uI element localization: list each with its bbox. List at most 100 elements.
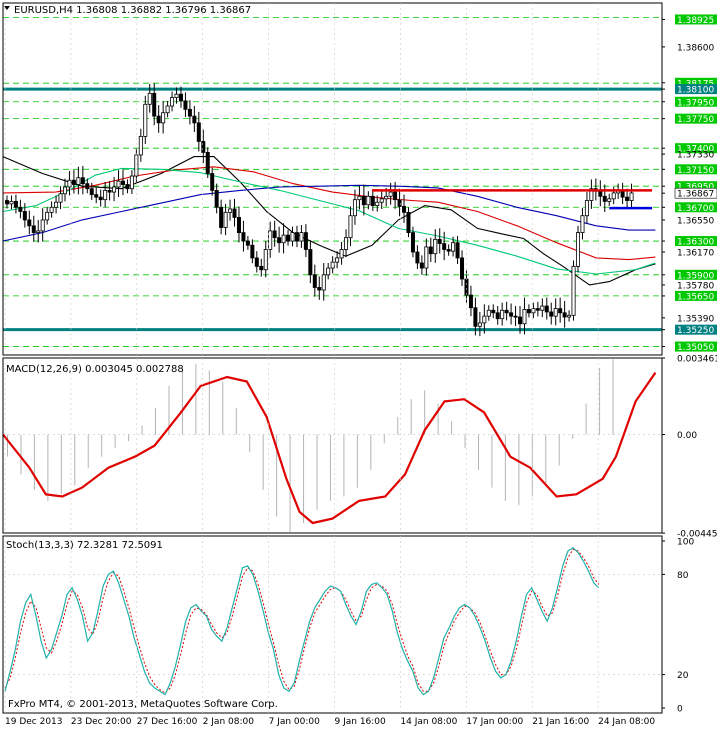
candle-body[interactable] — [455, 242, 460, 259]
candle-body[interactable] — [477, 322, 482, 327]
candle-body[interactable] — [504, 309, 509, 314]
candle-body[interactable] — [71, 179, 76, 185]
candle-body[interactable] — [134, 154, 139, 177]
candle-body[interactable] — [241, 232, 246, 242]
candle-body[interactable] — [85, 183, 90, 190]
candle-body[interactable] — [584, 200, 589, 217]
candle-body[interactable] — [187, 108, 192, 117]
candle-body[interactable] — [522, 309, 527, 325]
candle-body[interactable] — [31, 225, 36, 234]
candle-body[interactable] — [308, 249, 313, 276]
candle-body[interactable] — [607, 198, 612, 202]
candle-body[interactable] — [544, 305, 549, 313]
candle-body[interactable] — [335, 257, 340, 263]
candle-body[interactable] — [178, 93, 183, 102]
candle-body[interactable] — [339, 249, 344, 259]
candle-body[interactable] — [299, 232, 304, 242]
candle-body[interactable] — [22, 211, 27, 221]
candle-body[interactable] — [348, 215, 353, 239]
candle-body[interactable] — [464, 278, 469, 296]
candle-body[interactable] — [526, 309, 531, 314]
candle-body[interactable] — [553, 308, 558, 317]
candle-body[interactable] — [433, 238, 438, 255]
candle-body[interactable] — [410, 232, 415, 253]
candle-body[interactable] — [223, 211, 228, 228]
candle-body[interactable] — [27, 219, 32, 227]
candle-body[interactable] — [228, 208, 233, 213]
candle-body[interactable] — [98, 196, 103, 201]
candle-body[interactable] — [40, 219, 45, 232]
candle-body[interactable] — [196, 122, 201, 142]
candle-body[interactable] — [460, 257, 465, 280]
candle-body[interactable] — [103, 189, 108, 201]
candle-body[interactable] — [370, 195, 375, 206]
candle-body[interactable] — [120, 180, 125, 185]
candle-body[interactable] — [268, 230, 273, 250]
candle-body[interactable] — [379, 198, 384, 203]
candle-body[interactable] — [518, 316, 523, 325]
candle-body[interactable] — [290, 232, 295, 242]
candle-body[interactable] — [352, 199, 357, 217]
candle-body[interactable] — [125, 184, 130, 190]
candle-body[interactable] — [330, 261, 335, 269]
candle-body[interactable] — [9, 200, 14, 205]
candle-body[interactable] — [129, 175, 134, 190]
candle-body[interactable] — [277, 237, 282, 244]
candle-body[interactable] — [143, 103, 148, 137]
candle-body[interactable] — [486, 309, 491, 317]
candle-body[interactable] — [375, 201, 380, 206]
candle-body[interactable] — [361, 195, 366, 206]
candle-body[interactable] — [589, 188, 594, 201]
candle-body[interactable] — [366, 195, 371, 206]
candle-body[interactable] — [54, 201, 59, 208]
candle-body[interactable] — [393, 191, 398, 201]
candle-body[interactable] — [210, 173, 215, 191]
candle-body[interactable] — [451, 242, 456, 252]
candle-body[interactable] — [388, 191, 393, 197]
candle-body[interactable] — [562, 312, 567, 318]
candle-body[interactable] — [509, 312, 514, 317]
candle-body[interactable] — [317, 287, 322, 291]
candle-body[interactable] — [491, 309, 496, 314]
candle-body[interactable] — [138, 135, 143, 156]
stochastic-pane[interactable] — [3, 546, 662, 696]
candle-body[interactable] — [245, 240, 250, 246]
candle-body[interactable] — [152, 92, 157, 117]
candle-body[interactable] — [214, 189, 219, 208]
candle-body[interactable] — [254, 257, 259, 267]
candle-body[interactable] — [473, 307, 478, 327]
candle-body[interactable] — [170, 97, 175, 107]
candle-body[interactable] — [94, 194, 99, 198]
candle-body[interactable] — [89, 188, 94, 196]
candle-body[interactable] — [156, 115, 161, 124]
candle-body[interactable] — [419, 262, 424, 269]
candle-body[interactable] — [62, 186, 67, 195]
candle-body[interactable] — [13, 200, 18, 208]
candle-body[interactable] — [540, 305, 545, 311]
candle-body[interactable] — [446, 249, 451, 252]
candle-body[interactable] — [286, 234, 291, 242]
candle-body[interactable] — [303, 232, 308, 250]
candle-body[interactable] — [116, 180, 121, 188]
candle-body[interactable] — [428, 246, 433, 255]
candle-body[interactable] — [76, 177, 81, 185]
candle-body[interactable] — [397, 199, 402, 207]
candle-body[interactable] — [629, 192, 634, 201]
macd-pane[interactable] — [2, 359, 662, 532]
candle-body[interactable] — [294, 232, 299, 242]
candle-body[interactable] — [482, 315, 487, 324]
candle-body[interactable] — [219, 206, 224, 228]
candle-body[interactable] — [49, 206, 54, 213]
candle-body[interactable] — [535, 308, 540, 311]
dropdown-triangle-icon[interactable] — [4, 6, 10, 10]
macd-signal-line[interactable] — [2, 371, 657, 525]
candle-body[interactable] — [183, 100, 188, 110]
candle-body[interactable] — [384, 195, 389, 200]
candle-body[interactable] — [58, 193, 63, 203]
candle-body[interactable] — [625, 196, 630, 201]
candle-body[interactable] — [611, 192, 616, 200]
candle-body[interactable] — [531, 308, 536, 314]
candle-body[interactable] — [5, 200, 10, 205]
stoch-main-line[interactable] — [4, 546, 600, 696]
candle-body[interactable] — [192, 115, 197, 124]
